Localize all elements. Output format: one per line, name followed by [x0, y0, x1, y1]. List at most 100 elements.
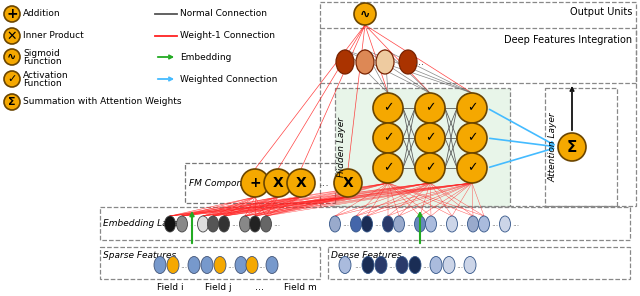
Ellipse shape — [330, 216, 340, 232]
Ellipse shape — [239, 216, 250, 232]
Text: Deep Features Integration: Deep Features Integration — [504, 35, 632, 45]
Text: Dense Features: Dense Features — [331, 252, 402, 260]
Circle shape — [373, 93, 403, 123]
Text: Normal Connection: Normal Connection — [180, 9, 267, 18]
Text: ...: ... — [319, 178, 330, 188]
Text: ✓: ✓ — [383, 131, 393, 144]
Text: ...: ... — [513, 220, 520, 229]
Text: X: X — [296, 176, 307, 190]
Ellipse shape — [177, 216, 188, 232]
Text: Embedding: Embedding — [180, 52, 232, 62]
Text: Output Units: Output Units — [570, 7, 632, 17]
Text: ...: ... — [438, 220, 445, 229]
Circle shape — [4, 6, 20, 22]
Circle shape — [558, 133, 586, 161]
Ellipse shape — [415, 216, 426, 232]
Text: ✓: ✓ — [425, 162, 435, 175]
Circle shape — [4, 49, 20, 65]
Text: Function: Function — [23, 80, 61, 89]
Ellipse shape — [376, 50, 394, 74]
Circle shape — [373, 153, 403, 183]
Circle shape — [241, 169, 269, 197]
Text: Weighted Connection: Weighted Connection — [180, 75, 277, 83]
Text: +: + — [249, 176, 261, 190]
Ellipse shape — [394, 216, 404, 232]
Ellipse shape — [214, 257, 226, 274]
Text: ✕: ✕ — [7, 30, 17, 43]
Text: Attention Layer: Attention Layer — [548, 112, 557, 182]
Text: Summation with Attention Weights: Summation with Attention Weights — [23, 97, 182, 107]
Ellipse shape — [362, 216, 372, 232]
Text: Sigmoid: Sigmoid — [23, 49, 60, 57]
Circle shape — [354, 3, 376, 25]
Ellipse shape — [351, 216, 362, 232]
Ellipse shape — [396, 257, 408, 274]
Circle shape — [287, 169, 315, 197]
Text: Hidden Layer: Hidden Layer — [337, 117, 346, 177]
Ellipse shape — [164, 216, 175, 232]
Ellipse shape — [443, 257, 455, 274]
Circle shape — [457, 93, 487, 123]
Text: Addition: Addition — [23, 9, 61, 18]
Circle shape — [4, 28, 20, 44]
Ellipse shape — [375, 257, 387, 274]
Text: Activation: Activation — [23, 70, 68, 80]
Text: ✓: ✓ — [425, 131, 435, 144]
Text: ✓: ✓ — [467, 131, 477, 144]
Text: ...: ... — [406, 220, 413, 229]
Text: Field i: Field i — [157, 282, 183, 292]
Text: Inner Product: Inner Product — [23, 31, 84, 41]
Text: ✓: ✓ — [383, 162, 393, 175]
Ellipse shape — [464, 257, 476, 274]
Circle shape — [334, 169, 362, 197]
Ellipse shape — [499, 216, 511, 232]
Text: ...: ... — [355, 260, 362, 269]
Circle shape — [415, 93, 445, 123]
Ellipse shape — [479, 216, 490, 232]
Text: +: + — [6, 7, 18, 21]
Text: Function: Function — [23, 57, 61, 67]
Ellipse shape — [426, 216, 436, 232]
Text: ...: ... — [227, 260, 235, 269]
FancyBboxPatch shape — [335, 88, 510, 206]
Ellipse shape — [246, 257, 258, 274]
Text: ...: ... — [232, 220, 239, 229]
Text: ∿: ∿ — [360, 7, 371, 20]
Ellipse shape — [447, 216, 458, 232]
Text: Σ: Σ — [567, 139, 577, 155]
Text: Weight-1 Connection: Weight-1 Connection — [180, 31, 275, 41]
Text: ...: ... — [259, 260, 266, 269]
Ellipse shape — [218, 216, 230, 232]
Text: Field m: Field m — [284, 282, 316, 292]
Circle shape — [4, 71, 20, 87]
Circle shape — [373, 123, 403, 153]
Text: ...: ... — [255, 282, 264, 292]
Text: ✓: ✓ — [383, 102, 393, 115]
Text: Field j: Field j — [205, 282, 231, 292]
Text: ...: ... — [388, 260, 396, 269]
Text: FM Component: FM Component — [189, 178, 257, 187]
Ellipse shape — [207, 216, 218, 232]
Text: ...: ... — [273, 220, 280, 229]
Text: ✓: ✓ — [7, 74, 17, 84]
Text: ...: ... — [342, 220, 349, 229]
Ellipse shape — [235, 257, 247, 274]
Ellipse shape — [336, 50, 354, 74]
Ellipse shape — [409, 257, 421, 274]
Ellipse shape — [467, 216, 479, 232]
Ellipse shape — [167, 257, 179, 274]
Ellipse shape — [339, 257, 351, 274]
Text: ∿: ∿ — [7, 52, 17, 62]
Ellipse shape — [260, 216, 271, 232]
Text: X: X — [273, 176, 284, 190]
Circle shape — [415, 123, 445, 153]
Circle shape — [415, 153, 445, 183]
Ellipse shape — [201, 257, 213, 274]
Ellipse shape — [198, 216, 209, 232]
Text: ...: ... — [374, 220, 381, 229]
Circle shape — [457, 153, 487, 183]
Text: ...: ... — [189, 220, 196, 229]
Text: ...: ... — [180, 260, 188, 269]
Text: ...: ... — [460, 220, 467, 229]
Circle shape — [457, 123, 487, 153]
